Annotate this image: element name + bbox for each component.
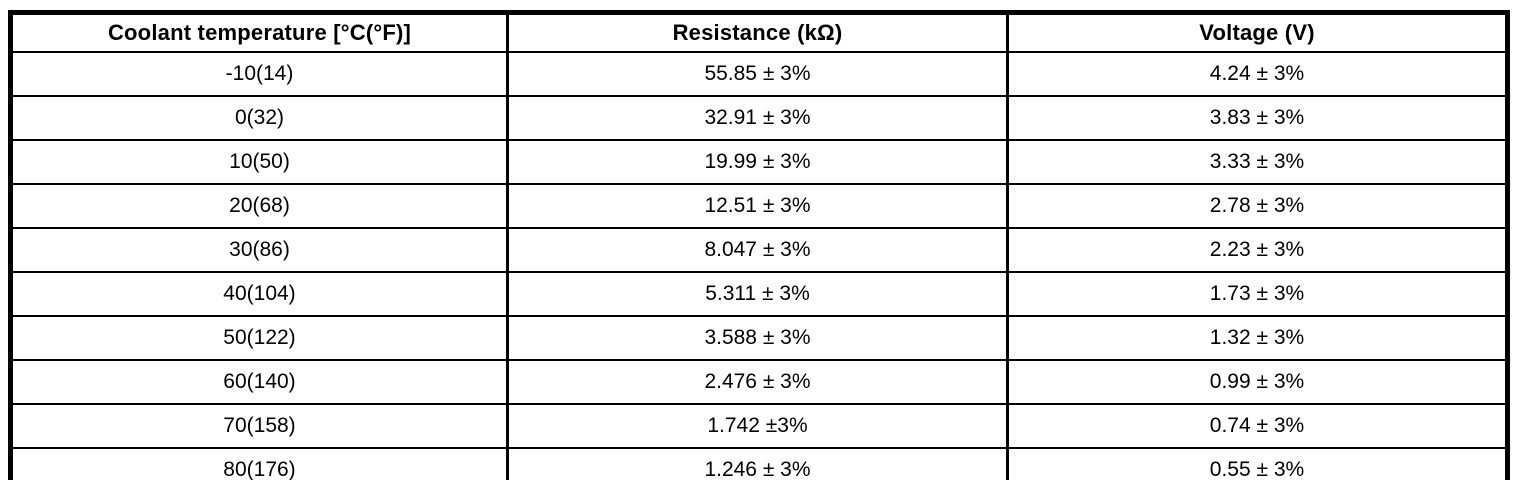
resistance-cell: 12.51 ± 3% [506, 183, 1009, 229]
temperature-cell: 50(122) [9, 315, 509, 361]
header-resistance: Resistance (kΩ) [506, 11, 1009, 53]
temperature-cell: 30(86) [9, 227, 509, 273]
temperature-cell: -10(14) [9, 51, 509, 97]
temperature-cell: 80(176) [9, 447, 509, 480]
table-row: 10(50) 19.99 ± 3% 3.33 ± 3% [9, 139, 1509, 185]
header-coolant-temperature: Coolant temperature [°C(°F)] [9, 11, 509, 53]
temperature-cell: 0(32) [9, 95, 509, 141]
resistance-cell: 1.246 ± 3% [506, 447, 1009, 480]
temperature-cell: 10(50) [9, 139, 509, 185]
table-row: 80(176) 1.246 ± 3% 0.55 ± 3% [9, 447, 1509, 480]
resistance-cell: 1.742 ±3% [506, 403, 1009, 449]
voltage-cell: 0.99 ± 3% [1006, 359, 1509, 405]
table-row: 70(158) 1.742 ±3% 0.74 ± 3% [9, 403, 1509, 449]
temperature-cell: 70(158) [9, 403, 509, 449]
voltage-cell: 0.74 ± 3% [1006, 403, 1509, 449]
voltage-cell: 3.83 ± 3% [1006, 95, 1509, 141]
resistance-cell: 8.047 ± 3% [506, 227, 1009, 273]
table-row: 30(86) 8.047 ± 3% 2.23 ± 3% [9, 227, 1509, 273]
table-row: 60(140) 2.476 ± 3% 0.99 ± 3% [9, 359, 1509, 405]
voltage-cell: 3.33 ± 3% [1006, 139, 1509, 185]
voltage-cell: 2.78 ± 3% [1006, 183, 1509, 229]
resistance-cell: 5.311 ± 3% [506, 271, 1009, 317]
voltage-cell: 1.73 ± 3% [1006, 271, 1509, 317]
table-body: -10(14) 55.85 ± 3% 4.24 ± 3% 0(32) 32.91… [9, 51, 1509, 480]
table-row: Coolant temperature [°C(°F)] Resistance … [9, 11, 1509, 53]
table-row: -10(14) 55.85 ± 3% 4.24 ± 3% [9, 51, 1509, 97]
resistance-cell: 55.85 ± 3% [506, 51, 1009, 97]
voltage-cell: 1.32 ± 3% [1006, 315, 1509, 361]
temperature-cell: 20(68) [9, 183, 509, 229]
coolant-sensor-spec-table: Coolant temperature [°C(°F)] Resistance … [8, 10, 1510, 480]
voltage-cell: 4.24 ± 3% [1006, 51, 1509, 97]
header-voltage: Voltage (V) [1006, 11, 1509, 53]
table-row: 0(32) 32.91 ± 3% 3.83 ± 3% [9, 95, 1509, 141]
voltage-cell: 0.55 ± 3% [1006, 447, 1509, 480]
temperature-cell: 60(140) [9, 359, 509, 405]
temperature-cell: 40(104) [9, 271, 509, 317]
resistance-cell: 3.588 ± 3% [506, 315, 1009, 361]
table-header-row: Coolant temperature [°C(°F)] Resistance … [9, 11, 1509, 53]
voltage-cell: 2.23 ± 3% [1006, 227, 1509, 273]
resistance-cell: 19.99 ± 3% [506, 139, 1009, 185]
table-row: 20(68) 12.51 ± 3% 2.78 ± 3% [9, 183, 1509, 229]
table-row: 40(104) 5.311 ± 3% 1.73 ± 3% [9, 271, 1509, 317]
resistance-cell: 32.91 ± 3% [506, 95, 1009, 141]
resistance-cell: 2.476 ± 3% [506, 359, 1009, 405]
table-row: 50(122) 3.588 ± 3% 1.32 ± 3% [9, 315, 1509, 361]
